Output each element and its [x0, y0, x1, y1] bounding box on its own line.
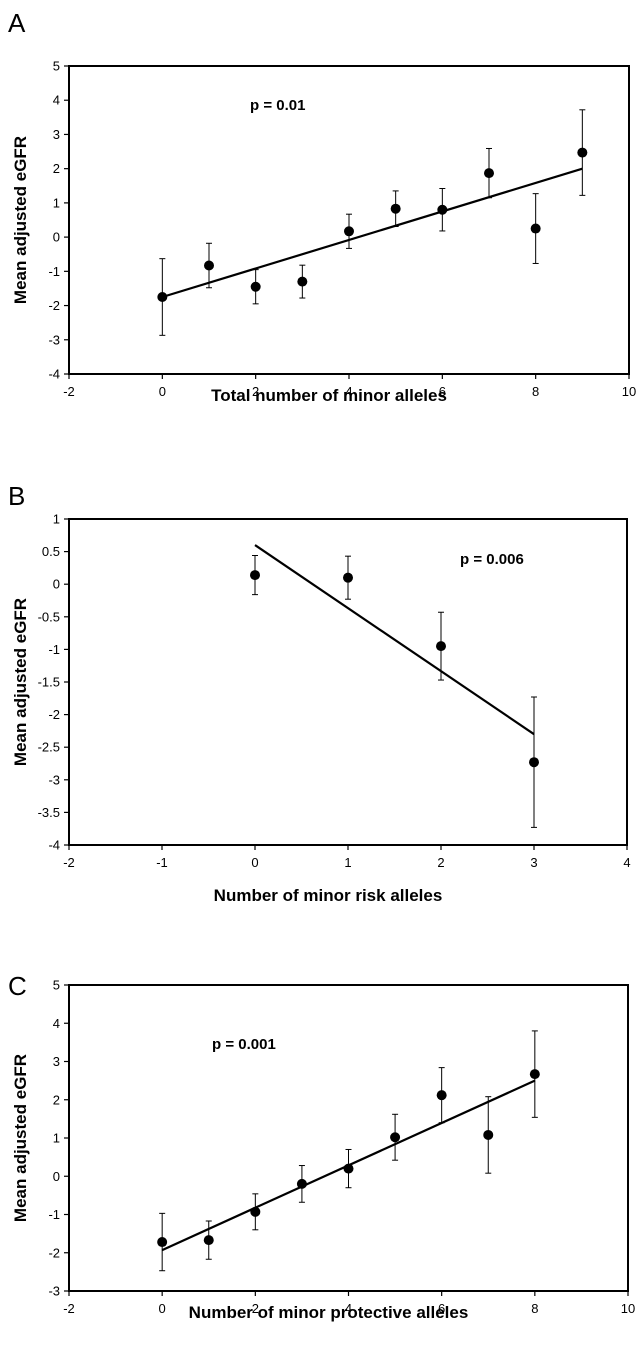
x-tick-label: 4	[623, 855, 630, 870]
y-tick-label: -1	[48, 642, 60, 657]
trend-line	[162, 167, 583, 299]
y-tick-label: 5	[53, 59, 60, 74]
y-tick-label: 4	[53, 1016, 60, 1031]
y-tick-label: -1.5	[38, 675, 60, 690]
data-point	[344, 226, 354, 237]
data-point	[390, 203, 401, 214]
panel-letter: A	[8, 8, 26, 38]
data-point	[436, 641, 446, 652]
data-point	[529, 757, 539, 768]
data-point	[529, 1069, 540, 1080]
y-tick-label: 1	[53, 1131, 60, 1146]
data-point	[437, 204, 448, 215]
x-tick-label: 6	[439, 384, 446, 399]
x-tick-label: 0	[159, 384, 166, 399]
x-tick-label: 0	[251, 855, 258, 870]
y-tick-label: -2	[48, 298, 60, 313]
y-tick-label: -3	[48, 772, 60, 787]
y-tick-label: -3.5	[38, 805, 60, 820]
data-point	[250, 1206, 261, 1217]
y-tick-label: 0	[53, 230, 60, 245]
y-tick-label: -1	[48, 1207, 60, 1222]
y-tick-label: 0	[53, 577, 60, 592]
data-point	[250, 281, 261, 292]
x-tick-label: 6	[438, 1301, 445, 1316]
data-point	[204, 260, 214, 271]
data-point	[483, 1129, 494, 1140]
y-tick-label: -0.5	[38, 609, 60, 624]
chart-panel-a: A -2 0 2 4 6 8 10 -4 -3 -2 -1 0 1 2 3 4 5 Total number of …	[8, 8, 636, 405]
y-axis-label: Mean adjusted eGFR	[11, 1054, 30, 1222]
x-tick-label: -1	[156, 855, 168, 870]
y-tick-label: -2.5	[38, 740, 60, 755]
x-tick-label: -2	[63, 855, 75, 870]
y-tick-label: 2	[53, 161, 60, 176]
y-tick-label: -3	[48, 332, 60, 347]
y-tick-label: 0.5	[42, 544, 60, 559]
plot-frame	[68, 984, 629, 1292]
data-point	[203, 1235, 214, 1246]
x-tick-label: 2	[437, 855, 444, 870]
x-tick-label: 8	[531, 1301, 538, 1316]
y-tick-label: -2	[48, 707, 60, 722]
y-tick-label: -1	[48, 264, 60, 279]
p-value-annotation: p = 0.006	[460, 551, 524, 568]
data-point	[157, 292, 168, 302]
x-tick-label: 1	[344, 855, 351, 870]
x-tick-label: 3	[530, 855, 537, 870]
y-tick-label: 3	[53, 127, 60, 142]
x-tick-label: -2	[63, 1301, 75, 1316]
data-point	[250, 570, 260, 581]
y-tick-label: -4	[48, 367, 60, 382]
panel-letter: B	[8, 481, 25, 511]
y-tick-label: 2	[53, 1092, 60, 1107]
data-point	[577, 147, 588, 158]
data-point	[297, 276, 308, 287]
data-point	[436, 1090, 447, 1101]
y-tick-label: 1	[53, 195, 60, 210]
x-tick-label: 0	[159, 1301, 166, 1316]
trend-line	[254, 544, 535, 736]
y-tick-label: 1	[53, 512, 60, 527]
y-tick-label: 5	[53, 978, 60, 993]
y-tick-label: -2	[48, 1245, 60, 1260]
y-axis-label: Mean adjusted eGFR	[11, 598, 30, 766]
data-point	[343, 572, 353, 583]
p-value-annotation: p = 0.01	[250, 97, 305, 114]
data-point	[157, 1237, 168, 1248]
data-point	[530, 223, 541, 234]
y-tick-label: 3	[53, 1054, 60, 1069]
x-axis-label: Total number of minor alleles	[211, 386, 447, 405]
x-tick-label: 4	[345, 1301, 352, 1316]
x-tick-label: -2	[63, 384, 75, 399]
x-tick-label: 10	[622, 384, 636, 399]
x-tick-label: 8	[532, 384, 539, 399]
p-value-annotation: p = 0.001	[212, 1036, 276, 1053]
panel-letter: C	[8, 971, 27, 1001]
x-tick-label: 2	[252, 384, 259, 399]
data-point	[390, 1132, 401, 1143]
y-tick-label: -4	[48, 838, 60, 853]
x-tick-label: 2	[252, 1301, 259, 1316]
y-tick-label: 4	[53, 93, 60, 108]
y-tick-label: -3	[48, 1284, 60, 1299]
chart-panel-b: B -2 -1 0 1 2 3 4 -4 -3.5 -3 -2.5 -2 -1.5 -1 -0.5 0 0.5 1 N…	[8, 481, 631, 905]
x-tick-label: 10	[621, 1301, 635, 1316]
y-tick-label: 0	[53, 1169, 60, 1184]
x-tick-label: 4	[345, 384, 352, 399]
x-axis-label: Number of minor protective alleles	[189, 1303, 469, 1322]
data-point	[296, 1178, 307, 1189]
x-axis-label: Number of minor risk alleles	[214, 886, 443, 905]
data-point	[343, 1163, 354, 1174]
data-point	[484, 168, 494, 179]
y-axis-label: Mean adjusted eGFR	[11, 136, 30, 304]
